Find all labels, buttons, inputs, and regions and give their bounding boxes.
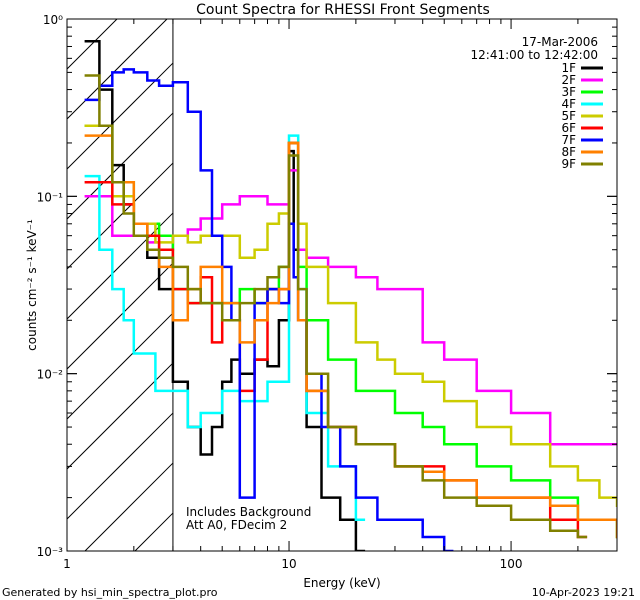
legend-label: 9F	[561, 157, 576, 171]
y-axis-label: counts cm⁻² s⁻¹ keV⁻¹	[25, 219, 39, 351]
hatch-line	[66, 162, 174, 270]
series-7F	[84, 68, 454, 551]
y-tick-label: 10⁻³	[37, 545, 64, 559]
chart-title: Count Spectra for RHESSI Front Segments	[196, 2, 490, 18]
y-tick-labels: 10⁰ 10⁻¹ 10⁻² 10⁻³	[37, 13, 64, 559]
x-tick-label: 10	[281, 557, 296, 571]
legend-label: 3F	[561, 85, 576, 99]
series-9F	[84, 74, 588, 539]
x-minor-ticks	[66, 19, 618, 551]
legend-label: 1F	[561, 61, 576, 75]
y-tick-label: 10⁻¹	[37, 190, 64, 204]
y-tick-label: 10⁻²	[37, 368, 64, 382]
series-1F	[84, 39, 366, 551]
date-label: 17-Mar-2006	[522, 35, 598, 49]
hatch-line	[134, 512, 174, 552]
hatch-line	[66, 312, 174, 420]
legend-label: 5F	[561, 109, 576, 123]
hatch-line	[66, 18, 118, 70]
legend-label: 8F	[561, 145, 576, 159]
hatch-line	[66, 18, 168, 120]
footer-timestamp: 10-Apr-2023 19:21	[532, 586, 635, 599]
x-tick-label: 1	[63, 557, 71, 571]
y-tick-label: 10⁰	[43, 13, 63, 27]
series-5F	[84, 124, 617, 507]
hatch-line	[66, 262, 174, 370]
legend-label: 4F	[561, 97, 576, 111]
x-axis-label: Energy (keV)	[303, 576, 380, 590]
data-series	[84, 39, 617, 551]
hatch-line	[66, 212, 174, 320]
legend-label: 2F	[561, 73, 576, 87]
x-tick-labels: 1 10 100	[63, 557, 522, 571]
footer-generated-by: Generated by hsi_min_spectra_plot.pro	[2, 586, 218, 599]
legend-label: 6F	[561, 121, 576, 135]
y-minor-ticks	[67, 18, 617, 552]
series-4F	[84, 134, 366, 522]
series-8F	[84, 134, 617, 539]
legend-label: 7F	[561, 133, 576, 147]
plot-frame	[66, 18, 618, 552]
hatch-line	[66, 362, 174, 470]
hatch-line	[84, 462, 174, 552]
annotation-background: Includes Background	[186, 505, 311, 519]
time-range-label: 12:41:00 to 12:42:00	[471, 48, 598, 62]
hatched-region	[66, 18, 174, 552]
hatch-line	[66, 412, 174, 520]
hatch-line	[66, 62, 174, 170]
x-tick-label: 100	[500, 557, 523, 571]
annotation-attenuator: Att A0, FDecim 2	[186, 518, 287, 532]
